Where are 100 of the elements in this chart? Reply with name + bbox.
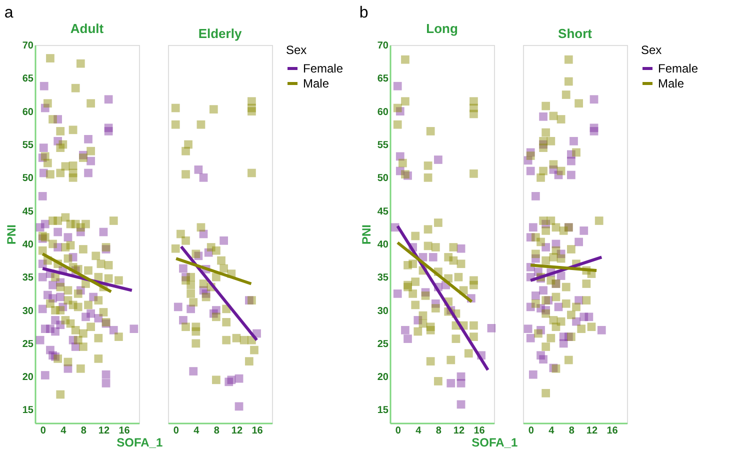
point xyxy=(220,264,228,273)
point xyxy=(526,334,535,342)
point xyxy=(196,120,206,129)
text: b xyxy=(359,4,368,22)
point xyxy=(582,296,591,304)
point xyxy=(408,290,418,298)
point xyxy=(562,282,570,292)
y-tick-label: 15 xyxy=(22,405,34,416)
point xyxy=(209,105,218,114)
point xyxy=(431,243,440,252)
point xyxy=(189,298,198,306)
y-tick-label: 30 xyxy=(377,306,389,317)
point xyxy=(199,280,208,288)
point xyxy=(470,332,478,341)
point xyxy=(182,322,190,332)
point xyxy=(452,334,460,343)
point xyxy=(84,168,92,178)
x-tick-label: 8 xyxy=(436,426,442,436)
legend-label: Male xyxy=(303,76,330,90)
y-tick-label: 45 xyxy=(377,206,389,218)
point xyxy=(542,102,550,110)
point xyxy=(220,236,228,245)
point xyxy=(393,82,402,90)
point xyxy=(40,82,48,90)
point xyxy=(574,99,583,108)
point xyxy=(40,371,50,380)
point xyxy=(250,346,258,354)
point xyxy=(577,324,586,334)
x-tick-label: 4 xyxy=(194,426,200,436)
x-tick-label: 0 xyxy=(173,426,180,436)
point xyxy=(424,225,432,234)
point xyxy=(240,336,248,344)
point xyxy=(582,280,591,288)
point xyxy=(454,272,463,282)
point xyxy=(567,310,576,320)
point xyxy=(174,302,182,312)
point xyxy=(526,152,535,160)
y-tick-label: 40 xyxy=(377,239,389,250)
point xyxy=(487,324,496,332)
y-tick-label: 25 xyxy=(377,338,389,350)
point xyxy=(546,216,556,225)
point xyxy=(587,322,596,332)
point xyxy=(396,152,404,161)
y-axis-title: PNI xyxy=(359,224,374,245)
point xyxy=(182,236,190,245)
point xyxy=(539,355,548,364)
point xyxy=(234,374,244,383)
point xyxy=(84,134,92,144)
point xyxy=(212,376,220,384)
point xyxy=(434,156,442,164)
y-tick-label: 70 xyxy=(22,40,34,52)
point xyxy=(528,223,538,232)
point xyxy=(549,253,558,262)
point xyxy=(202,292,210,302)
point xyxy=(446,379,456,388)
point xyxy=(192,250,200,258)
point xyxy=(542,342,550,351)
point xyxy=(192,339,200,348)
point xyxy=(179,264,188,273)
point xyxy=(594,216,604,225)
point xyxy=(182,170,190,178)
chart-title: Short xyxy=(558,26,593,41)
point xyxy=(102,379,110,388)
point xyxy=(421,291,430,300)
point xyxy=(38,304,47,314)
point xyxy=(104,95,113,104)
point xyxy=(542,226,550,235)
point xyxy=(99,228,108,236)
point xyxy=(393,104,402,112)
point xyxy=(411,278,420,286)
point xyxy=(549,160,558,169)
point xyxy=(456,400,466,409)
y-tick-label: 15 xyxy=(377,405,389,416)
x-tick-label: 16 xyxy=(118,426,130,436)
y-tick-label: 40 xyxy=(22,239,34,250)
point xyxy=(526,166,535,176)
point xyxy=(401,326,410,334)
point xyxy=(56,292,65,302)
y-tick-label: 65 xyxy=(377,74,389,85)
point xyxy=(572,302,580,312)
x-tick-label: 0 xyxy=(395,426,402,436)
point xyxy=(542,256,550,265)
point xyxy=(536,173,545,182)
point xyxy=(64,233,72,242)
point xyxy=(542,388,550,398)
point xyxy=(86,309,95,318)
point xyxy=(222,318,231,326)
point xyxy=(398,158,407,168)
x-tick-label: 0 xyxy=(528,426,534,436)
point xyxy=(536,238,545,246)
point xyxy=(244,357,254,366)
point xyxy=(552,364,560,373)
x-axis-title: SOFA_1 xyxy=(472,436,518,450)
point xyxy=(189,367,198,376)
point xyxy=(171,244,180,253)
point xyxy=(552,322,560,332)
point xyxy=(556,166,566,176)
point xyxy=(51,327,60,336)
point xyxy=(556,254,566,263)
point xyxy=(212,246,220,255)
